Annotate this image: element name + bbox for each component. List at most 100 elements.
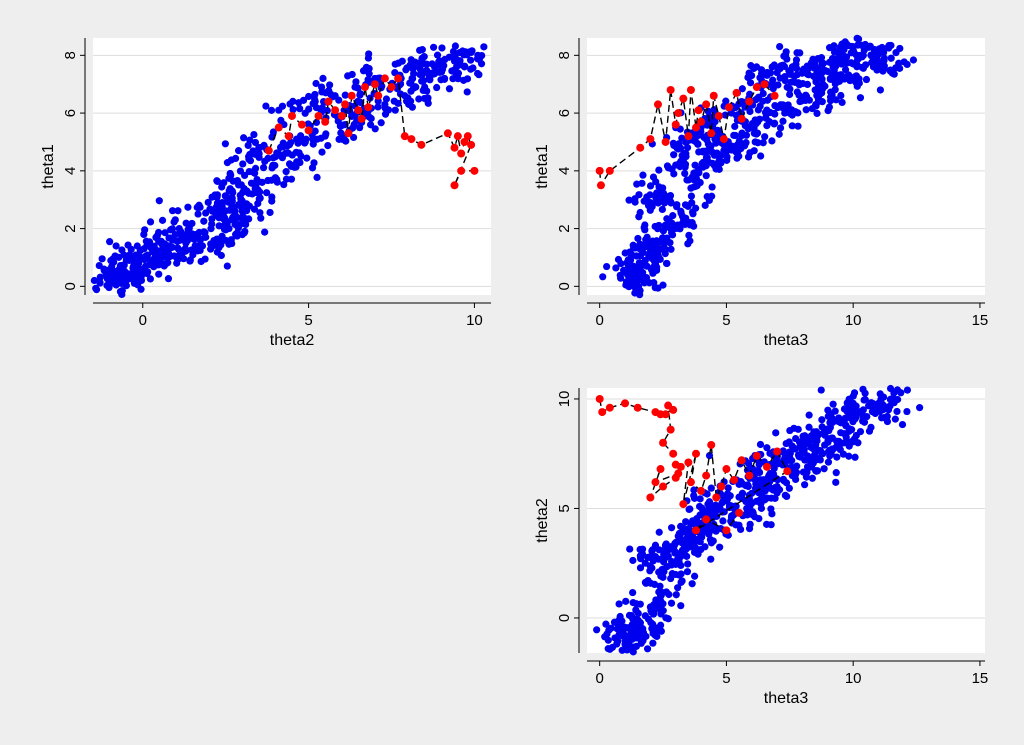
y-tick-label: 0 (62, 282, 79, 290)
draw-point (233, 232, 241, 240)
draw-point (707, 555, 715, 563)
draw-point (145, 238, 154, 246)
draw-point (440, 75, 449, 83)
draw-point (247, 179, 256, 187)
draw-point (856, 94, 865, 102)
y-axis-title: theta1 (534, 144, 551, 189)
chain-point (679, 500, 688, 509)
chain-point (697, 486, 706, 495)
draw-point (818, 75, 826, 83)
draw-point (371, 125, 379, 133)
panel-theta2-vs-theta3: 0 5 10 15 0 5 10 theta3 theta2 (534, 384, 988, 707)
draw-point (215, 214, 223, 222)
draw-point (828, 91, 836, 99)
draw-point (708, 183, 716, 191)
chain-point (679, 94, 688, 103)
draw-point (365, 50, 373, 58)
chain-point (719, 135, 728, 144)
chain-point (321, 117, 330, 126)
draw-point (631, 282, 640, 290)
draw-point (119, 277, 127, 286)
draw-point (337, 129, 345, 137)
draw-point (757, 152, 765, 160)
chain-point (417, 140, 426, 149)
draw-point (868, 408, 877, 416)
draw-point (688, 219, 696, 227)
draw-point (266, 208, 274, 217)
draw-point (168, 207, 177, 215)
draw-point (449, 75, 457, 83)
draw-point (855, 75, 863, 83)
draw-point (736, 142, 745, 150)
draw-point (310, 159, 318, 167)
draw-point (831, 60, 840, 68)
draw-point (754, 139, 762, 147)
draw-point (452, 55, 460, 63)
draw-point (715, 127, 723, 135)
y-axis-title: theta2 (534, 498, 551, 543)
draw-point (794, 122, 802, 130)
draw-point (845, 395, 853, 403)
chain-point (702, 515, 711, 524)
draw-point (657, 572, 665, 580)
draw-point (183, 236, 192, 245)
draw-point (625, 196, 633, 204)
draw-point (625, 638, 633, 646)
draw-point (664, 544, 672, 552)
draw-point (845, 452, 853, 460)
y-tick-label: 10 (556, 391, 573, 408)
draw-point (318, 148, 326, 156)
chain-point (709, 91, 718, 100)
chain-point (370, 80, 379, 89)
chain-point (450, 143, 459, 152)
draw-point (183, 230, 191, 238)
draw-point (209, 206, 217, 214)
draw-point (237, 181, 245, 189)
draw-point (656, 255, 664, 263)
draw-point (783, 492, 791, 501)
draw-point (658, 588, 666, 596)
chain-point (712, 493, 721, 502)
chain-point (732, 88, 741, 97)
draw-point (646, 182, 655, 190)
draw-point (832, 469, 840, 477)
draw-point (688, 208, 697, 216)
draw-point (155, 270, 163, 278)
draw-point (712, 527, 720, 535)
draw-point (603, 630, 611, 638)
draw-point (672, 203, 681, 211)
draw-point (713, 149, 721, 157)
draw-point (738, 85, 746, 93)
draw-point (240, 134, 248, 142)
draw-point (754, 118, 762, 126)
draw-point (159, 252, 168, 260)
draw-point (825, 426, 833, 435)
draw-point (287, 138, 295, 146)
draw-point (833, 73, 841, 82)
draw-point (244, 141, 252, 150)
draw-point (463, 88, 471, 96)
chain-point (357, 114, 366, 123)
draw-point (701, 159, 709, 167)
draw-point (173, 255, 181, 263)
draw-point (125, 251, 134, 259)
draw-point (120, 251, 128, 259)
draw-point (227, 171, 235, 179)
draw-point (195, 201, 203, 209)
draw-point (744, 506, 752, 514)
draw-point (624, 256, 632, 264)
draw-point (217, 241, 225, 249)
chain-point (694, 106, 703, 115)
draw-point (893, 407, 901, 416)
y-tick-label: 6 (62, 109, 79, 117)
draw-point (724, 490, 732, 498)
draw-point (694, 131, 702, 140)
draw-point (644, 553, 652, 561)
draw-point (698, 533, 706, 541)
draw-point (676, 534, 684, 542)
draw-point (643, 262, 651, 270)
draw-point (831, 407, 839, 415)
draw-point (779, 61, 787, 69)
draw-point (365, 64, 373, 73)
draw-point (773, 489, 781, 497)
